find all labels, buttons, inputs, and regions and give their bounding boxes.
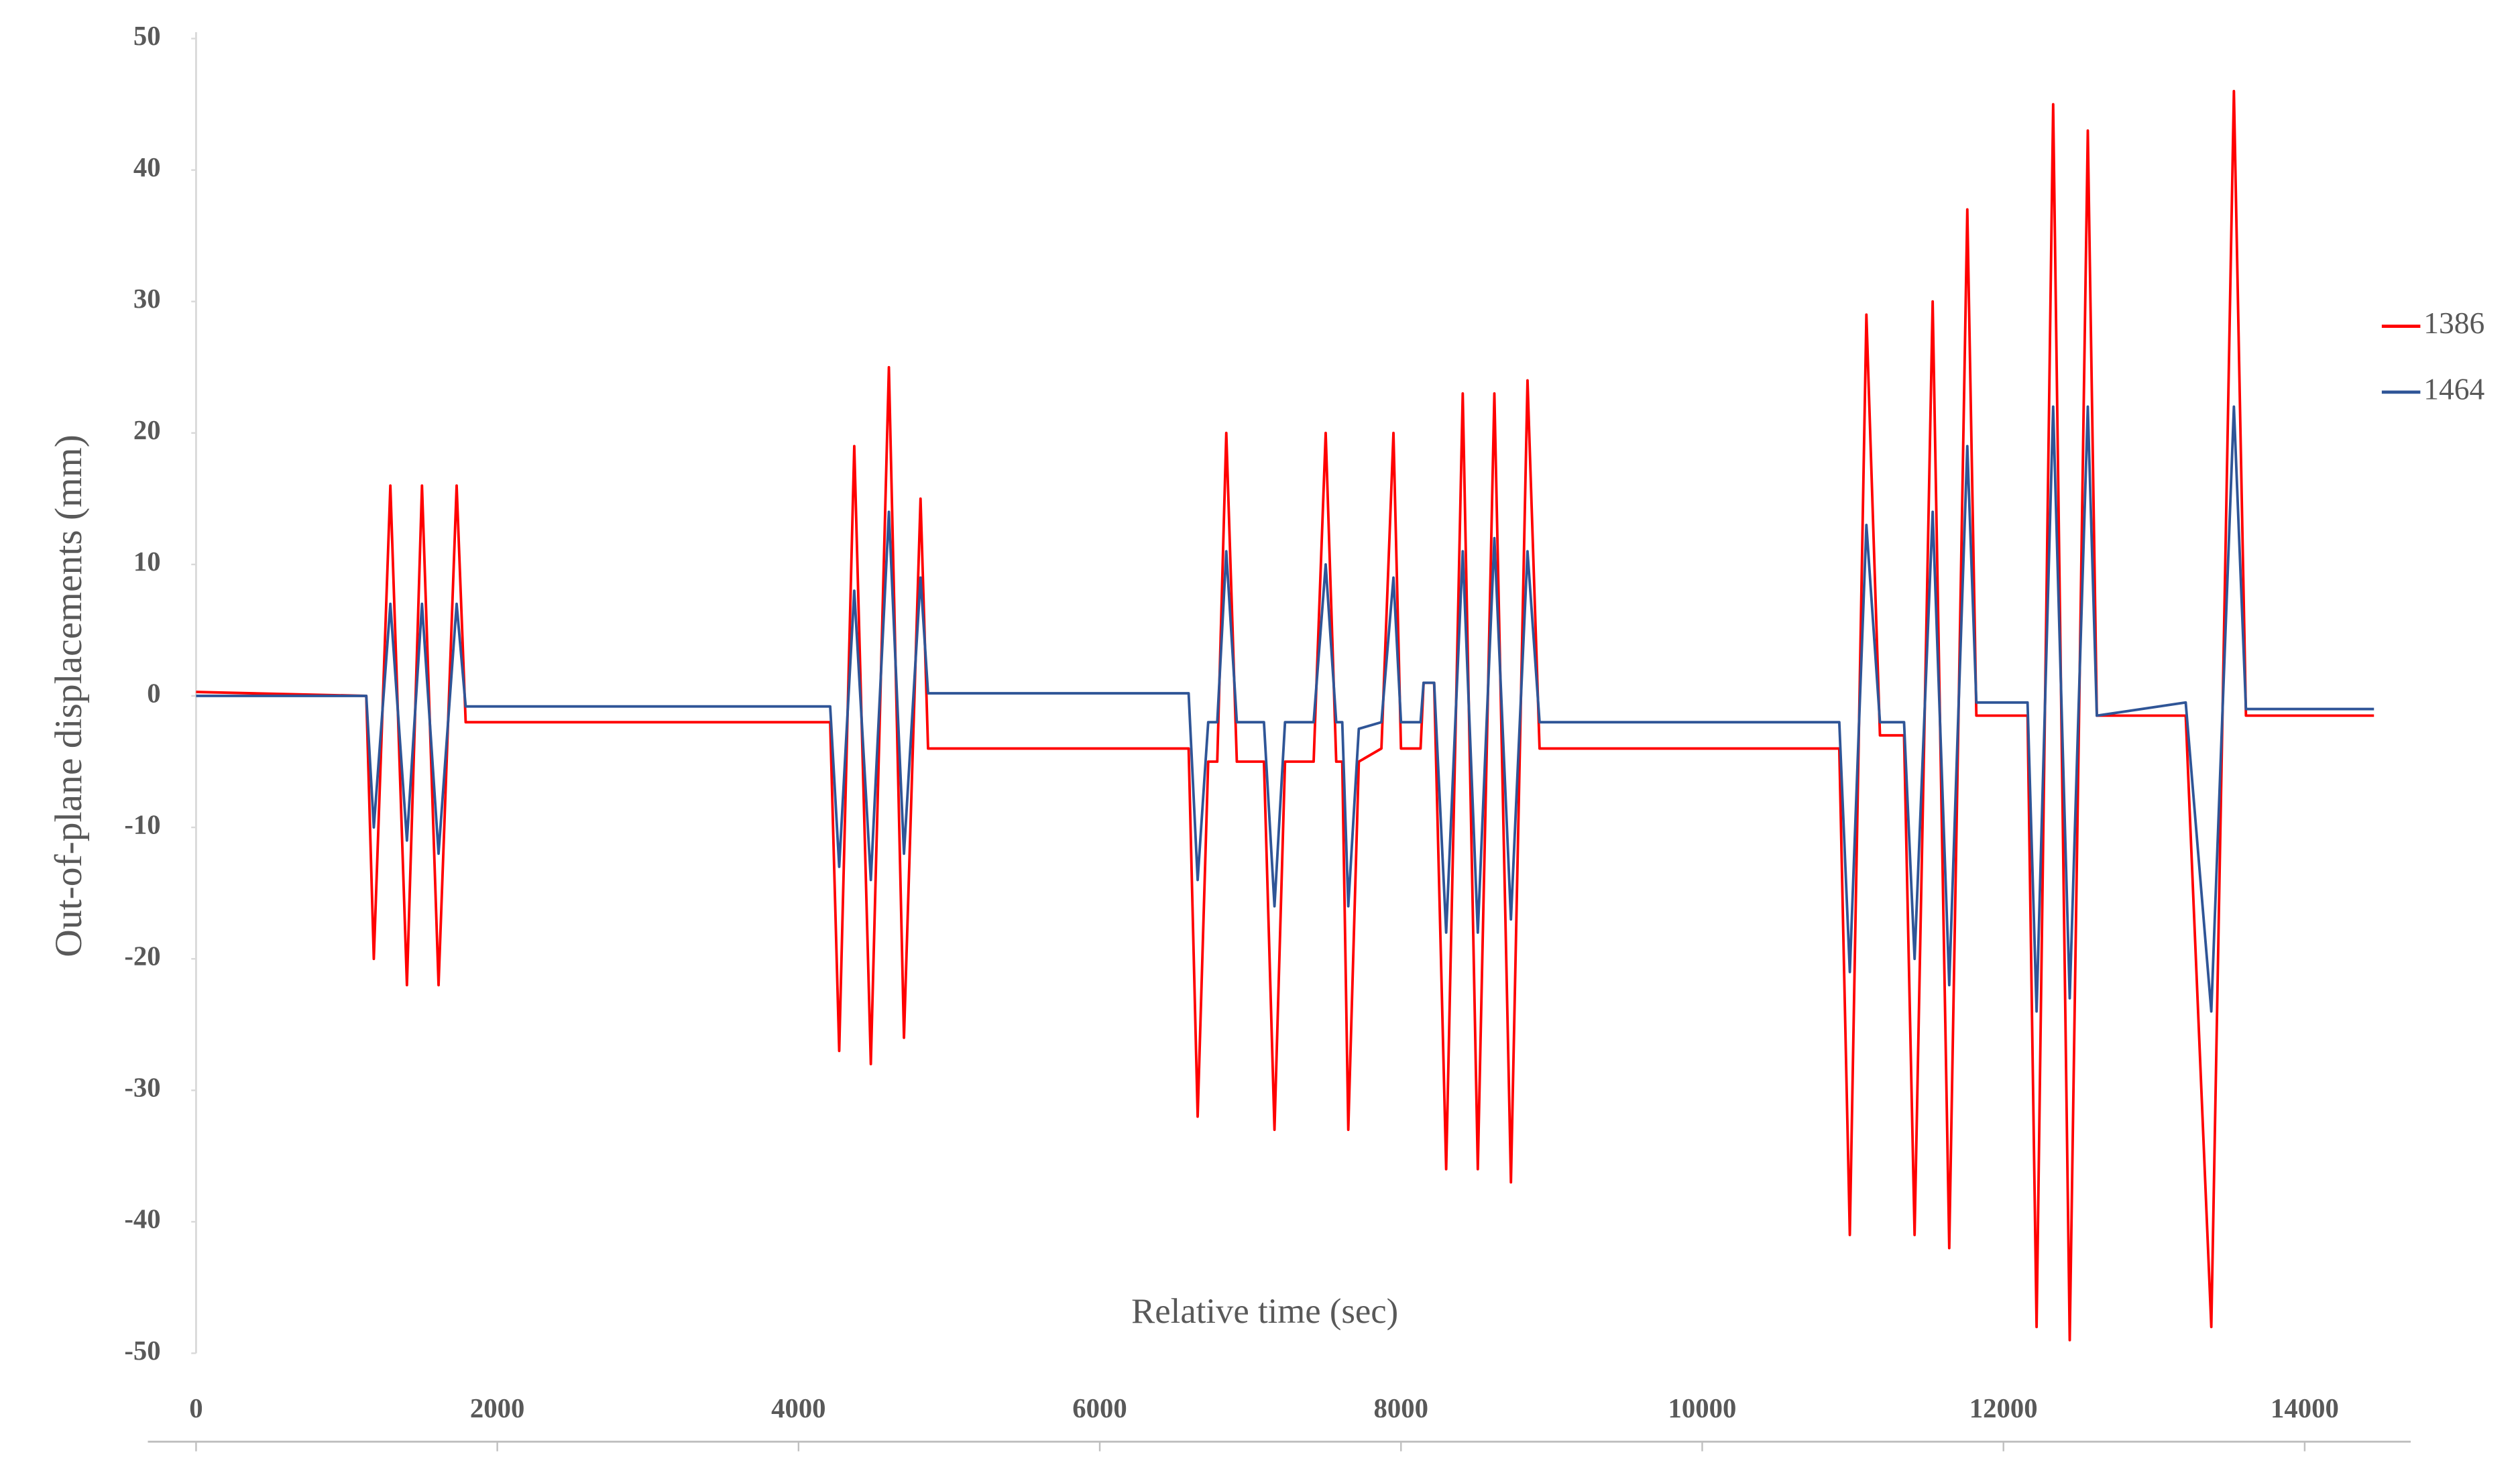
x-tick-label: 10000 bbox=[1668, 1393, 1737, 1423]
y-tick-label: 20 bbox=[133, 415, 161, 445]
x-tick-label: 12000 bbox=[1969, 1393, 2038, 1423]
y-tick-label: 10 bbox=[133, 546, 161, 577]
y-tick-label: 40 bbox=[133, 152, 161, 182]
x-tick-label: 4000 bbox=[771, 1393, 825, 1423]
y-tick-label: -50 bbox=[124, 1336, 160, 1366]
y-tick-label: 0 bbox=[147, 678, 160, 708]
y-tick-label: 30 bbox=[133, 284, 161, 314]
y-tick-label: -20 bbox=[124, 941, 160, 971]
series-line bbox=[196, 90, 2374, 1342]
y-tick-label: -40 bbox=[124, 1204, 160, 1234]
y-tick-label: -10 bbox=[124, 809, 160, 839]
y-tick-label: 50 bbox=[133, 21, 161, 51]
legend-label: 1464 bbox=[2423, 371, 2484, 406]
y-axis-title: Out-of-plane displacements (mm) bbox=[48, 434, 90, 957]
x-tick-label: 8000 bbox=[1374, 1393, 1428, 1423]
series-line bbox=[196, 405, 2374, 1013]
legend-label: 1386 bbox=[2423, 306, 2484, 340]
x-axis-title: Relative time (sec) bbox=[1131, 1292, 1398, 1331]
x-tick-label: 0 bbox=[189, 1393, 203, 1423]
x-tick-label: 6000 bbox=[1072, 1393, 1127, 1423]
y-tick-label: -30 bbox=[124, 1073, 160, 1103]
x-tick-label: 2000 bbox=[470, 1393, 524, 1423]
x-tick-label: 14000 bbox=[2271, 1393, 2339, 1423]
